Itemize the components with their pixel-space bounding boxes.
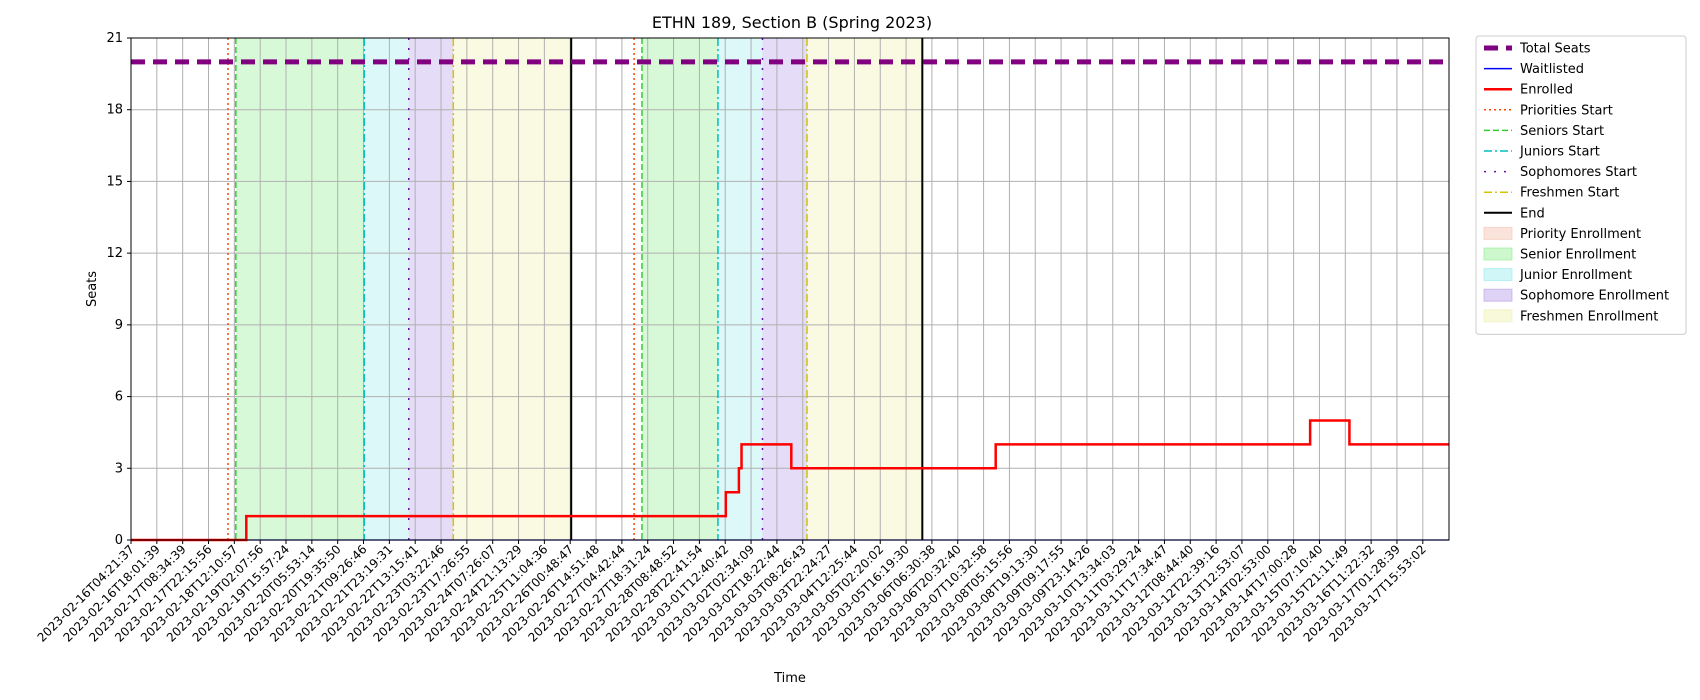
y-tick-label-5: 15 <box>106 174 123 189</box>
region-sophomore-enrollment-6 <box>762 38 808 540</box>
phase-lines <box>227 38 924 540</box>
region-senior-enrollment-0 <box>235 38 365 540</box>
region-freshmen-enrollment-3 <box>453 38 572 540</box>
region-sophomore-enrollment-2 <box>408 38 454 540</box>
legend-label-junior-enrollment: Junior Enrollment <box>1519 268 1632 283</box>
legend: Total Seats Waitlisted Enrolled Priorities … <box>1475 35 1687 335</box>
legend-label-juniors-start: Juniors Start <box>1519 145 1600 160</box>
legend-swatch-priority-enrollment <box>1483 226 1513 240</box>
legend-label-freshmen-start: Freshmen Start <box>1520 186 1619 201</box>
plot-frame <box>130 37 1450 541</box>
series-enrolled <box>131 419 1449 542</box>
legend-swatch-freshmen-enrollment <box>1483 309 1513 323</box>
x-axis-ticks: 2023-02-16T04:21:372023-02-16T18:01:3920… <box>35 540 1429 645</box>
y-tick-label-2: 6 <box>115 390 123 405</box>
legend-swatch-sophomore-enrollment <box>1483 288 1513 302</box>
y-tick-label-0: 0 <box>115 533 123 548</box>
y-tick-label-4: 12 <box>106 246 123 261</box>
y-axis-ticks: 0 3 6 9 12 15 18 21 <box>106 31 131 548</box>
y-tick-label-3: 9 <box>115 318 123 333</box>
y-tick-label-7: 21 <box>106 31 123 46</box>
y-tick-label-6: 18 <box>106 103 123 118</box>
legend-label-senior-enrollment: Senior Enrollment <box>1520 248 1636 263</box>
y-tick-label-1: 3 <box>115 461 123 476</box>
legend-label-total-seats: Total Seats <box>1519 42 1591 57</box>
chart-title: ETHN 189, Section B (Spring 2023) <box>652 13 932 32</box>
legend-label-priorities-start: Priorities Start <box>1520 103 1613 118</box>
region-senior-enrollment-4 <box>641 38 718 540</box>
enrollment-regions <box>235 38 923 540</box>
legend-box <box>1475 35 1687 335</box>
legend-label-waitlisted: Waitlisted <box>1520 62 1584 77</box>
region-junior-enrollment-5 <box>717 38 763 540</box>
legend-label-freshmen-enrollment: Freshmen Enrollment <box>1520 309 1658 324</box>
region-junior-enrollment-1 <box>364 38 409 540</box>
legend-label-sophomore-enrollment: Sophomore Enrollment <box>1520 289 1669 304</box>
legend-label-priority-enrollment: Priority Enrollment <box>1520 227 1641 242</box>
legend-swatch-junior-enrollment <box>1483 268 1513 282</box>
legend-swatch-senior-enrollment <box>1483 247 1513 261</box>
legend-label-enrolled: Enrolled <box>1520 83 1573 98</box>
x-axis-label: Time <box>773 671 806 686</box>
y-axis-label: Seats <box>85 271 100 307</box>
legend-label-seniors-start: Seniors Start <box>1520 124 1604 139</box>
legend-label-end: End <box>1520 206 1545 221</box>
region-freshmen-enrollment-7 <box>807 38 923 540</box>
legend-label-sophomores-start: Sophomores Start <box>1520 165 1637 180</box>
